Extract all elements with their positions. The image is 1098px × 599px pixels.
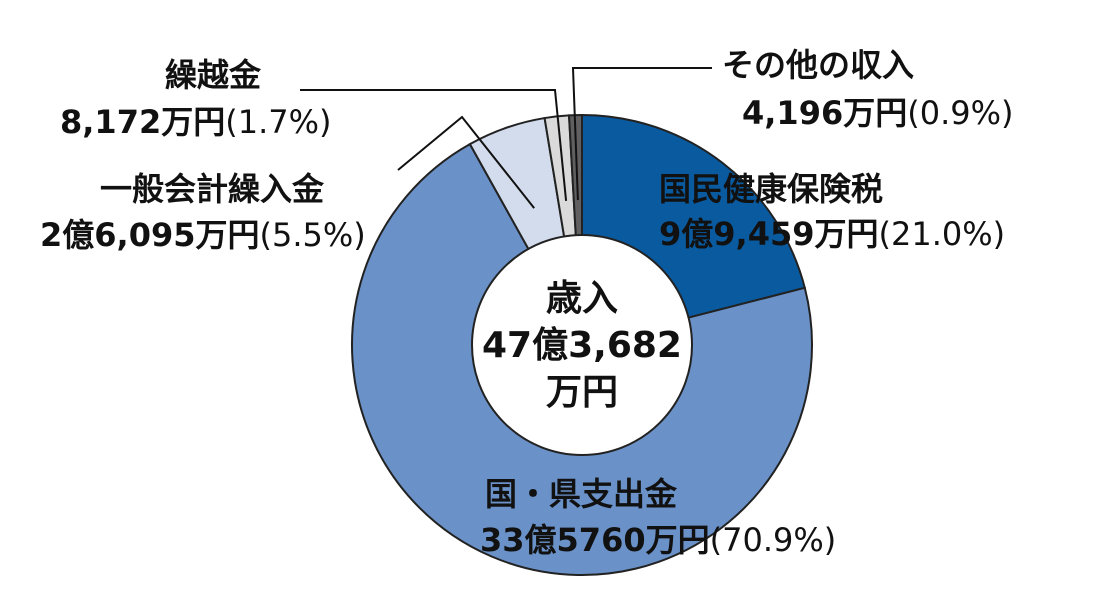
slice-amount-ippan: 2億6,095万円 bbox=[40, 216, 260, 254]
slice-percent-ippan: (5.5%) bbox=[260, 216, 366, 254]
leader-lines bbox=[300, 67, 712, 209]
center-label-line2: 47億3,682 bbox=[482, 325, 682, 366]
center-label-line3: 万円 bbox=[546, 372, 618, 413]
slice-label-name-ippan: 一般会計繰入金 bbox=[100, 170, 325, 208]
slice-percent-kokumin: (21.0%) bbox=[879, 215, 1006, 253]
slice-label-amount-kurikoshi: 8,172万円(1.7%) bbox=[60, 103, 332, 141]
slice-percent-kuni: (70.9%) bbox=[710, 521, 837, 559]
slice-amount-kuni: 33億5760万円 bbox=[480, 521, 710, 559]
leader-line-4 bbox=[571, 67, 712, 201]
slice-amount-kokumin: 9億9,459万円 bbox=[659, 215, 879, 253]
leader-line-3 bbox=[300, 89, 568, 201]
slice-label-amount-ippan: 2億6,095万円(5.5%) bbox=[40, 216, 366, 254]
slice-label-name-kokumin: 国民健康保険税 bbox=[659, 170, 883, 208]
slice-amount-sonota: 4,196万円 bbox=[742, 94, 907, 132]
slice-percent-kurikoshi: (1.7%) bbox=[225, 103, 331, 141]
center-label: 歳入 47億3,682 万円 bbox=[482, 278, 682, 413]
donut-hole bbox=[471, 234, 693, 456]
slice-amount-kurikoshi: 8,172万円 bbox=[60, 103, 225, 141]
slice-label-amount-kuni: 33億5760万円(70.9%) bbox=[480, 521, 836, 559]
leader-line-2 bbox=[397, 115, 535, 209]
center-label-line1: 歳入 bbox=[546, 278, 618, 319]
slice-label-name-kurikoshi: 繰越金 bbox=[165, 56, 262, 94]
slice-percent-sonota: (0.9%) bbox=[907, 94, 1013, 132]
slice-labels: 国民健康保険税 9億9,459万円(21.0%) 国・県支出金 33億5760万… bbox=[37, 46, 1014, 559]
slice-label-amount-kokumin: 9億9,459万円(21.0%) bbox=[659, 215, 1005, 253]
slice-label-name-kuni: 国・県支出金 bbox=[485, 475, 678, 513]
slice-label-amount-sonota: 4,196万円(0.9%) bbox=[742, 94, 1014, 132]
slice-label-name-sonota: その他の収入 bbox=[722, 46, 914, 84]
